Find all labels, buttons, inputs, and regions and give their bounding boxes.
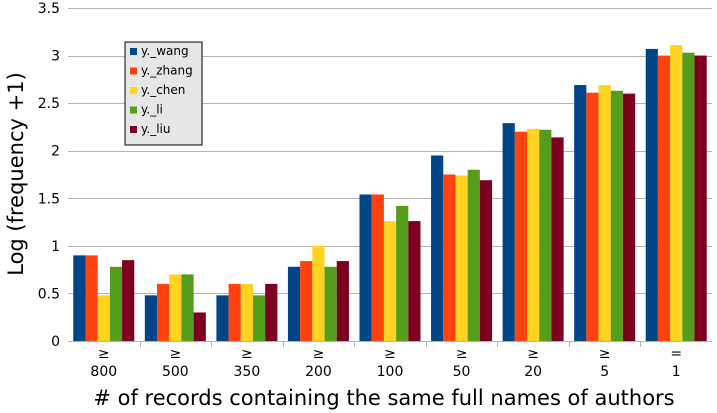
legend-label: y._chen <box>141 83 185 97</box>
bar <box>670 45 683 342</box>
y-tick-label: 3 <box>51 49 60 65</box>
bar <box>622 93 636 341</box>
x-tick-prefix: ≥ <box>241 346 253 362</box>
bar <box>657 55 671 341</box>
bar <box>324 266 337 341</box>
bar <box>539 129 552 341</box>
y-tick-label: 2 <box>51 144 60 160</box>
x-tick-label: 1 <box>672 364 681 380</box>
bars <box>73 45 707 342</box>
x-axis-ticks: ≥800 ≥500 ≥350 ≥200 ≥100 ≥50 ≥20 ≥5 = 1 <box>90 341 682 380</box>
x-tick-label: 500 <box>162 364 189 380</box>
bar <box>193 312 206 341</box>
x-tick-label: 800 <box>90 364 117 380</box>
x-tick-prefix: ≥ <box>527 346 539 362</box>
legend-swatch <box>130 106 137 114</box>
bar <box>157 283 170 341</box>
x-tick-prefix: ≥ <box>599 346 611 362</box>
bar <box>122 260 135 341</box>
bar <box>240 283 253 341</box>
bar <box>598 85 611 341</box>
x-tick-prefix: ≥ <box>384 346 396 362</box>
bar <box>359 194 372 341</box>
legend-label: y._wang <box>141 44 189 58</box>
legend-label: y._liu <box>141 122 170 136</box>
bar <box>300 261 313 341</box>
bar <box>336 261 349 341</box>
bar <box>645 48 658 341</box>
y-tick-label: 3.5 <box>38 1 60 17</box>
y-tick-label: 1.5 <box>38 191 60 207</box>
x-tick-label: 200 <box>305 364 332 380</box>
bar <box>408 221 421 341</box>
legend-label: y._zhang <box>141 64 193 78</box>
legend-label: y._li <box>141 103 163 117</box>
bar <box>502 123 515 342</box>
y-tick-label: 0 <box>51 334 60 350</box>
y-axis-ticks: 0 0.5 1 1.5 2 2.5 3 3.5 <box>38 1 60 350</box>
x-tick-label: 350 <box>234 364 261 380</box>
x-tick-prefix: = <box>670 346 682 362</box>
bar <box>443 174 456 341</box>
x-tick-prefix: ≥ <box>98 346 110 362</box>
x-tick-prefix: ≥ <box>456 346 468 362</box>
bar <box>287 266 301 341</box>
bar <box>586 92 599 342</box>
y-axis-title: Log (frequency +1) <box>4 72 28 276</box>
bar <box>610 90 623 342</box>
bar <box>181 274 194 341</box>
x-tick-prefix: ≥ <box>313 346 325 362</box>
bar <box>682 52 695 341</box>
bar <box>169 274 182 341</box>
y-tick-label: 1 <box>51 239 60 255</box>
legend-swatch <box>130 126 137 133</box>
x-tick-label: 100 <box>377 364 404 380</box>
y-tick-label: 2.5 <box>38 96 60 112</box>
bar <box>265 283 278 341</box>
bar <box>97 295 110 341</box>
x-tick-prefix: ≥ <box>169 346 181 362</box>
bar <box>383 221 397 341</box>
bar <box>527 128 540 341</box>
bar <box>228 283 241 341</box>
legend-box <box>124 41 203 146</box>
x-axis-title: # of records containing the same full na… <box>93 386 674 410</box>
legend: y._wang y._zhang y._chen y._li y._liu <box>124 41 203 146</box>
bar <box>144 295 158 341</box>
x-tick-label: 50 <box>453 364 471 380</box>
x-tick-label: 20 <box>524 364 542 380</box>
legend-swatch <box>130 48 137 55</box>
bar <box>431 155 444 341</box>
bar <box>73 255 86 341</box>
bar <box>396 205 409 341</box>
bar <box>252 295 266 341</box>
bar <box>479 180 493 341</box>
bar <box>109 266 123 341</box>
bar <box>85 255 98 341</box>
bar <box>694 55 707 341</box>
legend-swatch <box>130 87 137 94</box>
bar <box>574 85 587 341</box>
bar <box>216 295 229 341</box>
bar <box>455 175 468 341</box>
bar <box>551 137 564 341</box>
bar <box>312 245 325 341</box>
y-tick-label: 0.5 <box>38 286 60 302</box>
bar <box>514 131 528 341</box>
legend-swatch <box>130 67 137 75</box>
bar <box>467 169 480 341</box>
x-tick-label: 5 <box>600 364 609 380</box>
bar <box>371 194 384 341</box>
